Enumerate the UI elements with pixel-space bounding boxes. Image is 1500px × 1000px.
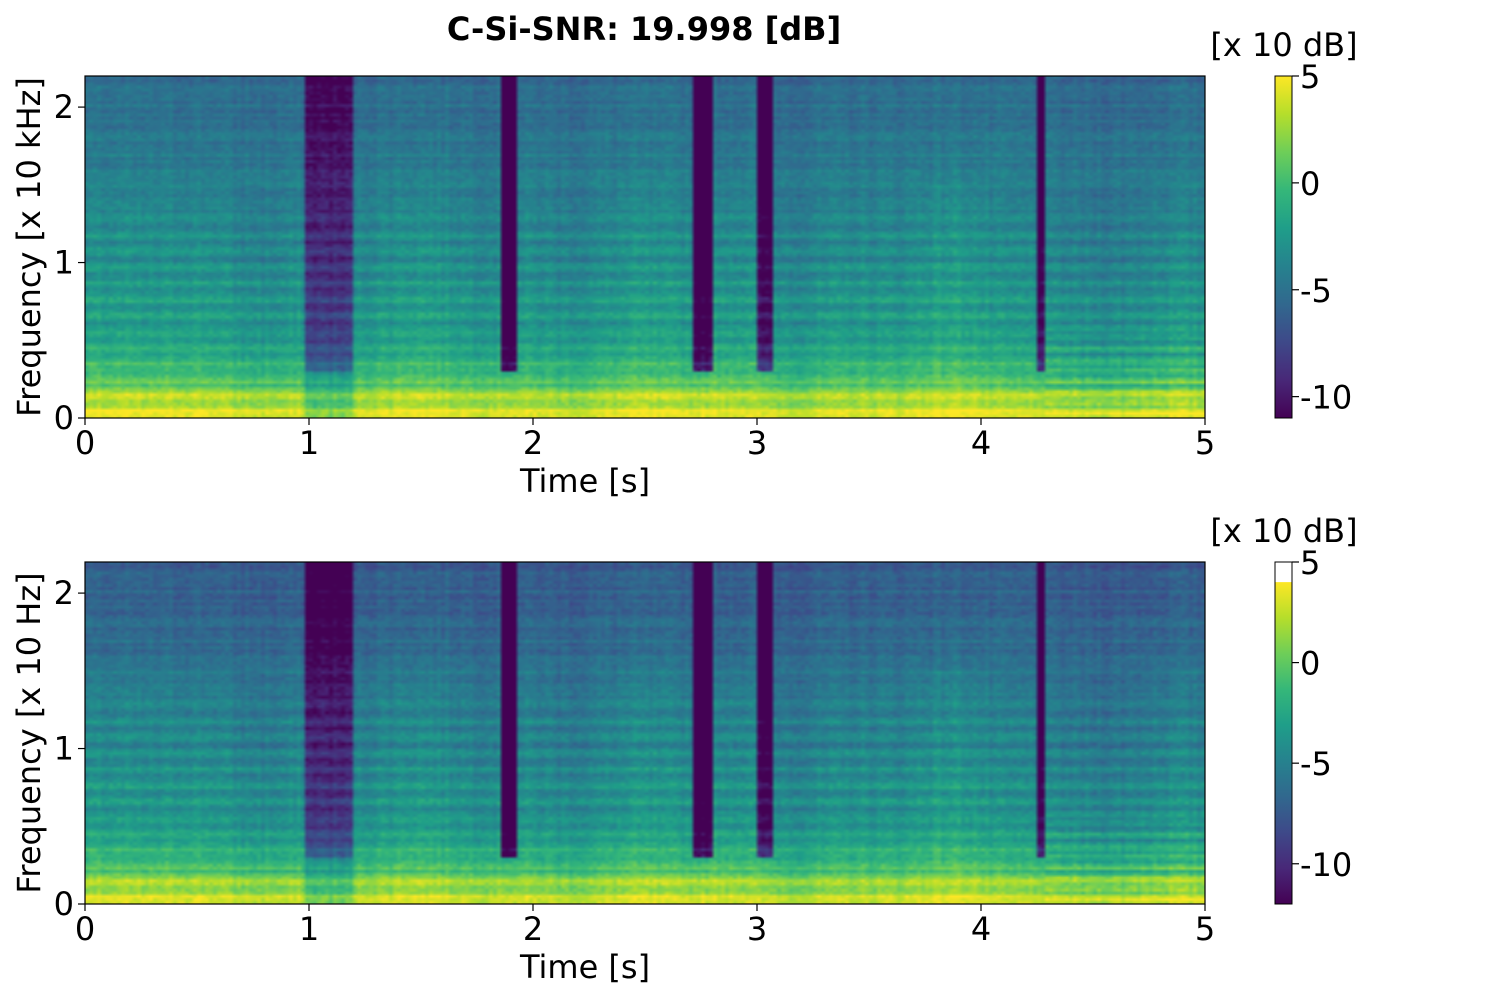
- y-tick-label: 1: [54, 244, 74, 282]
- colorbar-label: [x 10 dB]: [1210, 512, 1357, 550]
- y-axis-label: Frequency [x 10 kHz]: [10, 77, 48, 417]
- colorbar-label: [x 10 dB]: [1210, 26, 1357, 64]
- spectrogram-image: [85, 562, 1205, 904]
- x-tick-label: 0: [75, 910, 95, 948]
- figure-title: C-Si-SNR: 19.998 [dB]: [447, 10, 841, 48]
- x-tick-label: 2: [523, 910, 543, 948]
- x-axis-label: Time [s]: [519, 462, 650, 500]
- colorbar-tick-label: -5: [1300, 272, 1332, 310]
- spectrogram-image: [85, 76, 1205, 418]
- x-tick-label: 1: [299, 910, 319, 948]
- colorbar-tick-label: 5: [1300, 544, 1320, 582]
- y-tick-label: 0: [54, 885, 74, 923]
- y-tick-label: 2: [54, 88, 74, 126]
- colorbar-clip: [1275, 562, 1292, 583]
- colorbar-frame: [1274, 75, 1293, 419]
- x-tick-label: 0: [75, 424, 95, 462]
- x-tick-label: 5: [1195, 910, 1215, 948]
- x-tick-label: 1: [299, 424, 319, 462]
- colorbar-tick-label: -10: [1300, 846, 1352, 884]
- colorbar-gradient: [1275, 76, 1292, 418]
- x-tick-label: 5: [1195, 424, 1215, 462]
- x-axis-label: Time [s]: [519, 948, 650, 986]
- y-tick-label: 0: [54, 399, 74, 437]
- x-tick-label: 4: [971, 910, 991, 948]
- y-tick-label: 1: [54, 730, 74, 768]
- colorbar-tick-label: -5: [1300, 745, 1332, 783]
- colorbar-tick-label: 0: [1300, 645, 1320, 683]
- x-tick-label: 2: [523, 424, 543, 462]
- colorbar-tick-label: -10: [1300, 379, 1352, 417]
- colorbar-tick-label: 5: [1300, 58, 1320, 96]
- axes-frame: [84, 75, 1206, 419]
- x-tick-label: 3: [747, 424, 767, 462]
- colorbar-frame: [1274, 561, 1293, 905]
- colorbar-gradient: [1275, 582, 1292, 904]
- x-tick-label: 4: [971, 424, 991, 462]
- y-axis-label: Frequency [x 10 Hz]: [10, 572, 48, 893]
- axes-frame: [84, 561, 1206, 905]
- x-tick-label: 3: [747, 910, 767, 948]
- y-tick-label: 2: [54, 574, 74, 612]
- colorbar-tick-label: 0: [1300, 165, 1320, 203]
